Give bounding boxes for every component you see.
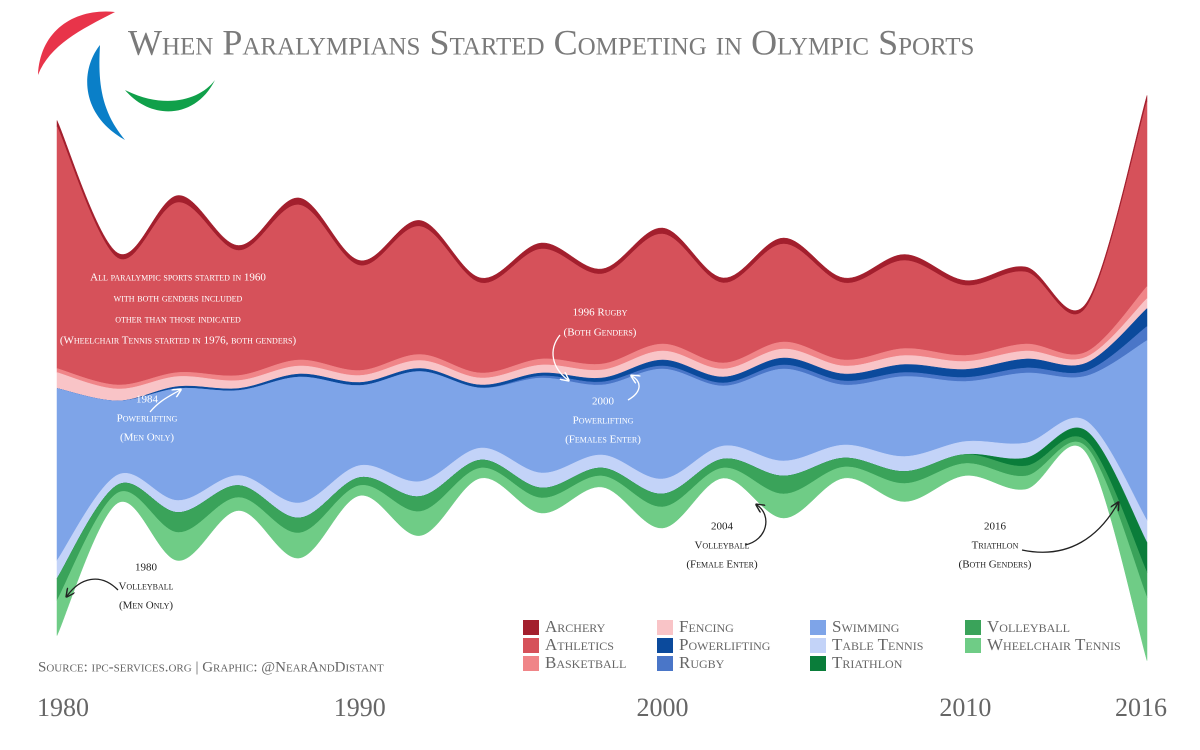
annotation-text: Volleyball [118, 581, 173, 593]
legend-swatch [523, 620, 539, 635]
annotation-arrows [67, 334, 1118, 596]
annotation-text: Triathlon [972, 540, 1019, 552]
legend-swatch [657, 638, 673, 653]
annotation-text: Powerlifting [117, 413, 178, 425]
legend-swatch [810, 656, 826, 671]
x-axis: 1980 1990 2000 2010 2016 [37, 693, 1167, 722]
source: Source: ipc-services.org | Graphic: @Nea… [38, 659, 384, 675]
legend-swatch [657, 656, 673, 671]
annotation-text: (Wheelchair Tennis started in 1976, both… [60, 335, 297, 347]
annotation-text: (Female Enter) [686, 559, 758, 571]
annotation-text: Powerlifting [573, 415, 634, 427]
annotation-text: 2000 [592, 396, 615, 408]
legend-swatch [657, 620, 673, 635]
legend-swatch [965, 620, 981, 635]
x-tick-label: 2010 [939, 693, 991, 722]
legend-label: Basketball [545, 653, 626, 672]
annotation-text: 2016 [984, 521, 1007, 533]
annotation-text: (Both Genders) [959, 559, 1032, 571]
x-tick-label: 1990 [334, 693, 386, 722]
legend-swatch [810, 638, 826, 653]
logo [38, 11, 215, 140]
legend-label: Archery [545, 617, 606, 636]
annotation-text: (Females Enter) [565, 434, 641, 446]
annotation-text: other than those indicated [115, 314, 241, 326]
legend-swatch [810, 620, 826, 635]
annotation-text: (Both Genders) [564, 327, 637, 339]
legend-swatch [523, 656, 539, 671]
annotation-text: 1996 Rugby [573, 307, 628, 319]
legend-label: Wheelchair Tennis [987, 635, 1121, 654]
annotation-text: 1980 [135, 562, 158, 574]
x-tick-label: 2016 [1115, 693, 1167, 722]
x-tick-label: 1980 [37, 693, 89, 722]
annotation-text: 2004 [711, 521, 734, 533]
streams [56, 95, 1148, 661]
x-tick-label: 2000 [637, 693, 689, 722]
legend-label: Volleyball [987, 617, 1070, 636]
annotation-text: 1984 [136, 394, 159, 406]
legend-label: Powerlifting [679, 635, 771, 654]
annotation-text: with both genders included [114, 293, 243, 305]
legend-label: Athletics [545, 635, 614, 654]
annotation-text: (Men Only) [120, 432, 174, 444]
legend-label: Fencing [679, 617, 734, 636]
legend-swatch [965, 638, 981, 653]
legend-label: Swimming [832, 617, 900, 636]
legend-swatch [523, 638, 539, 653]
legend-label: Rugby [679, 653, 725, 672]
chart-title: When Paralympians Started Competing in O… [128, 22, 974, 62]
annotations: All paralympic sports started in 1960 wit… [60, 272, 1032, 612]
legend-label: Triathlon [832, 653, 903, 672]
stream-area [56, 441, 1148, 661]
legend-label: Table Tennis [832, 635, 923, 654]
annotation-text: Volleyball [694, 540, 749, 552]
annotation-text: All paralympic sports started in 1960 [90, 272, 266, 284]
annotation-text: (Men Only) [119, 600, 173, 612]
